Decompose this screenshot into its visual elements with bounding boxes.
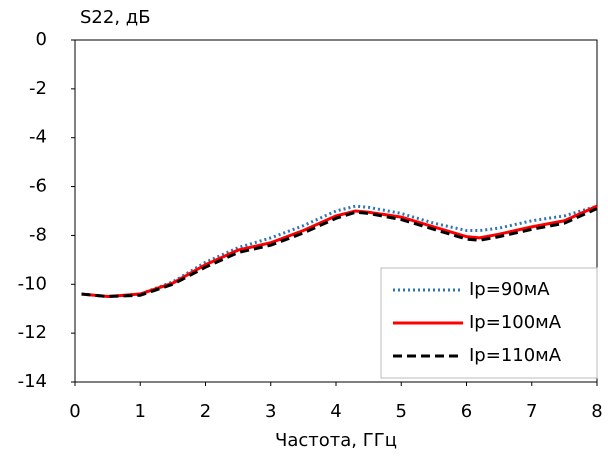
y-tick-label: -10 (18, 273, 47, 294)
series-line (81, 207, 598, 299)
series-line (81, 204, 598, 299)
x-tick-label: 8 (591, 401, 602, 422)
y-tick-label: -6 (29, 176, 47, 197)
y-tick-label: -4 (29, 127, 47, 148)
x-tick-label: 1 (135, 401, 146, 422)
y-tick-label: -8 (29, 224, 47, 245)
x-tick-label: 0 (69, 401, 80, 422)
legend-label: Ip=110мА (469, 345, 562, 366)
x-tick-label: 7 (526, 401, 537, 422)
y-axis-title: S22, дБ (80, 7, 151, 28)
y-tick-label: 0 (36, 29, 47, 50)
x-tick-label: 2 (200, 401, 211, 422)
x-axis-title: Частота, ГГц (275, 430, 397, 451)
legend-label: Ip=100мА (469, 312, 562, 333)
x-tick-label: 3 (265, 401, 276, 422)
y-tick-label: -14 (18, 371, 47, 392)
x-tick-label: 4 (330, 401, 341, 422)
x-tick-label: 5 (396, 401, 407, 422)
y-tick-label: -12 (18, 322, 47, 343)
y-tick-label: -2 (29, 78, 47, 99)
legend-label: Ip=90мА (469, 279, 550, 300)
x-tick-label: 6 (461, 401, 472, 422)
